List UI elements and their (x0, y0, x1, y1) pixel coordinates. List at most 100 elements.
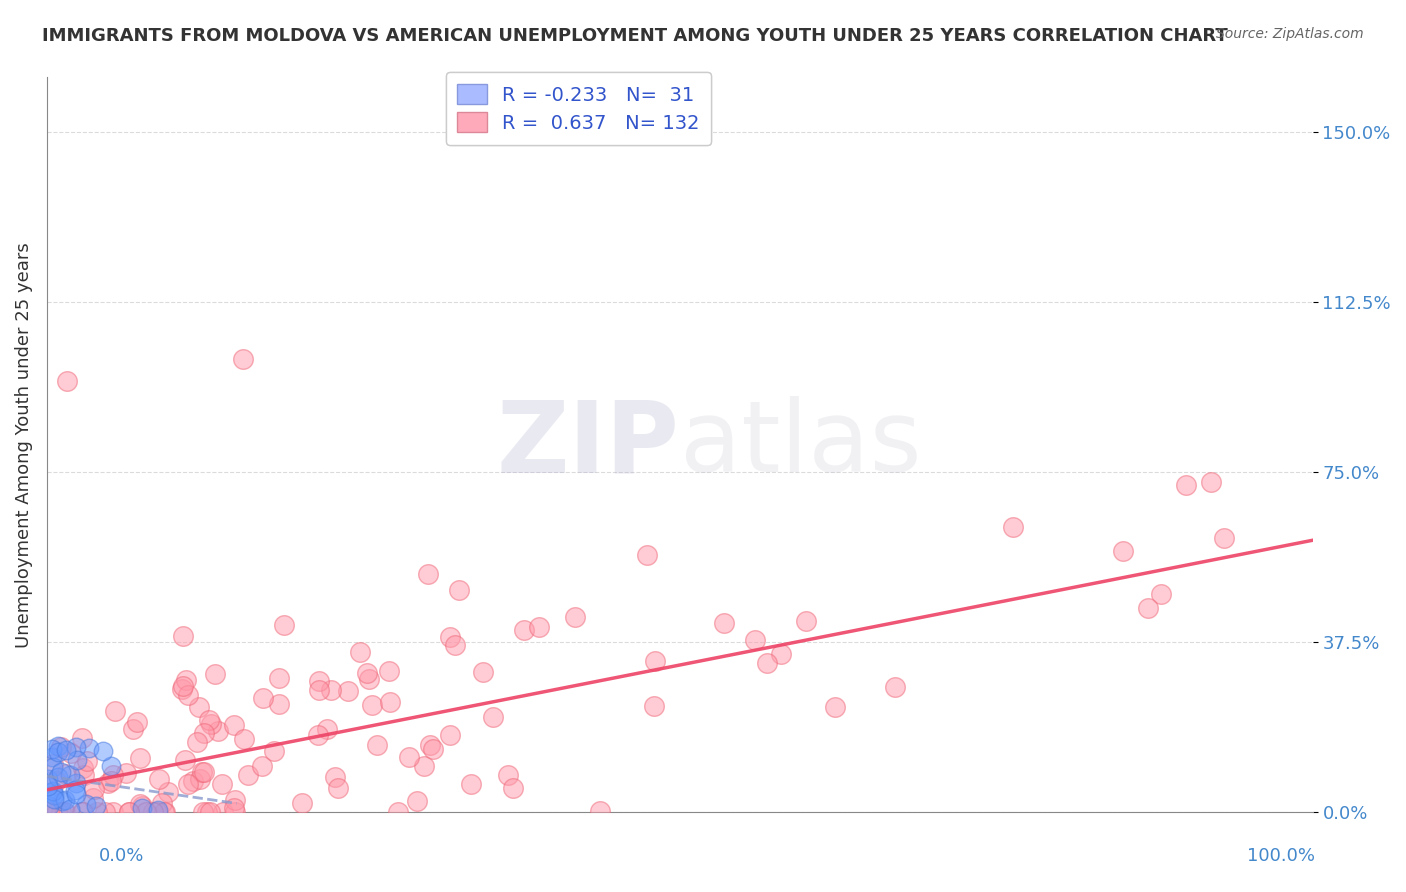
Point (37, 772, 59, 786)
Point (444, 639, 467, 653)
Point (315, 722, 337, 736)
Point (357, 672, 380, 686)
Point (191, 765, 214, 780)
Point (224, 718, 246, 732)
Point (65, 787, 87, 801)
Point (77, 740, 100, 755)
Point (37, 805, 59, 820)
Point (439, 728, 461, 742)
Point (193, 725, 215, 739)
Point (129, 751, 152, 765)
Point (131, 801, 153, 815)
Point (42, 792, 65, 806)
Point (204, 666, 226, 681)
Point (41, 741, 63, 756)
Point (135, 805, 157, 820)
Point (46, 805, 69, 820)
Text: 100.0%: 100.0% (1247, 847, 1315, 865)
Point (564, 609, 586, 624)
Point (482, 710, 505, 724)
Point (59, 768, 82, 782)
Point (127, 715, 149, 730)
Point (186, 734, 208, 748)
Point (188, 772, 211, 786)
Point (73, 767, 96, 781)
Point (267, 697, 290, 711)
Point (252, 691, 274, 706)
Point (224, 805, 246, 820)
Point (38, 798, 60, 813)
Point (193, 805, 215, 820)
Text: IMMIGRANTS FROM MOLDOVA VS AMERICAN UNEMPLOYMENT AMONG YOUTH UNDER 25 YEARS CORR: IMMIGRANTS FROM MOLDOVA VS AMERICAN UNEM… (42, 27, 1227, 45)
Point (94, 805, 117, 820)
Point (53, 793, 76, 807)
Point (42, 784, 65, 798)
Point (419, 739, 441, 753)
Point (172, 679, 194, 693)
Point (1175, 478, 1198, 492)
Point (349, 645, 371, 659)
Point (41, 785, 63, 799)
Point (93, 743, 115, 757)
Point (233, 731, 256, 746)
Text: ZIP: ZIP (496, 396, 679, 493)
Point (45, 774, 67, 789)
Point (60, 746, 83, 760)
Point (38, 805, 60, 820)
Point (65, 739, 87, 754)
Point (197, 713, 219, 727)
Point (269, 672, 291, 686)
Point (55, 766, 77, 780)
Point (53, 805, 76, 820)
Point (174, 673, 197, 688)
Point (37, 779, 59, 793)
Point (100, 759, 122, 773)
Point (76, 755, 98, 769)
Point (48, 770, 70, 784)
Point (588, 804, 610, 818)
Point (72, 761, 94, 775)
Point (307, 728, 329, 742)
Point (115, 765, 138, 780)
Point (42, 756, 65, 771)
Point (51, 739, 73, 754)
Point (291, 796, 314, 810)
Point (188, 699, 211, 714)
Point (200, 805, 222, 820)
Point (207, 723, 229, 738)
Point (413, 759, 436, 773)
Point (66, 753, 89, 767)
Point (41, 750, 63, 764)
Point (321, 683, 343, 698)
Point (103, 768, 125, 782)
Point (44, 788, 66, 802)
Point (181, 773, 204, 788)
Point (418, 567, 440, 582)
Point (232, 351, 254, 366)
Point (224, 793, 246, 807)
Point (1112, 543, 1135, 558)
Point (529, 619, 551, 633)
Point (82, 791, 104, 805)
Point (211, 777, 233, 791)
Point (150, 796, 173, 810)
Point (387, 805, 409, 820)
Point (104, 705, 127, 719)
Point (439, 630, 461, 644)
Point (176, 688, 198, 702)
Point (263, 744, 285, 758)
Point (460, 776, 482, 790)
Point (308, 673, 330, 688)
Point (118, 805, 141, 820)
Point (636, 548, 658, 562)
Point (406, 794, 429, 808)
Point (250, 759, 273, 773)
Y-axis label: Unemployment Among Youth under 25 years: Unemployment Among Youth under 25 years (15, 242, 32, 648)
Point (42, 760, 65, 774)
Point (1213, 532, 1236, 546)
Point (361, 698, 384, 713)
Point (46, 739, 69, 754)
Point (170, 681, 193, 696)
Point (273, 617, 295, 632)
Point (157, 785, 180, 799)
